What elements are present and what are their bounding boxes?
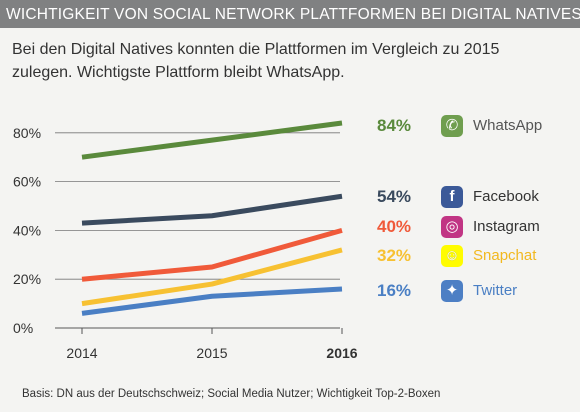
y-tick-label: 60% — [13, 174, 41, 190]
source-note: Basis: DN aus der Deutschschweiz; Social… — [22, 388, 441, 400]
legend-label: WhatsApp — [473, 117, 543, 134]
series-value-label: 40% — [377, 217, 412, 236]
x-tick-label: 2016 — [326, 345, 357, 361]
legend-label: Snapchat — [473, 247, 537, 264]
series-value-label: 16% — [377, 281, 412, 300]
series-line-twitter — [81, 286, 343, 316]
series-line-whatsapp — [81, 120, 343, 160]
series-value-label: 54% — [377, 187, 412, 206]
y-tick-label: 40% — [13, 222, 41, 238]
series-value-label: 84% — [377, 116, 412, 135]
header-bar: WICHTIGKEIT VON SOCIAL NETWORK PLATTFORM… — [0, 0, 580, 28]
x-tick-label: 2015 — [196, 345, 227, 361]
y-tick-label: 80% — [13, 125, 41, 141]
whatsapp-icon: ✆ — [441, 115, 463, 137]
y-tick-label: 0% — [13, 320, 33, 336]
chart-title: WICHTIGKEIT VON SOCIAL NETWORK PLATTFORM… — [6, 6, 580, 23]
legend-label: Instagram — [473, 218, 540, 235]
twitter-icon: ✦ — [441, 280, 463, 302]
series-line-snapchat — [81, 247, 343, 307]
chart-subtitle: Bei den Digital Natives konnten die Plat… — [12, 41, 500, 81]
instagram-icon: ◎ — [441, 216, 463, 238]
legend-label: Twitter — [473, 282, 518, 299]
series-line-instagram — [81, 227, 343, 282]
snapchat-icon: ☺ — [441, 245, 463, 267]
legend-label: Facebook — [473, 188, 539, 205]
x-tick-label: 2014 — [66, 345, 97, 361]
series-line-facebook — [81, 193, 343, 226]
y-tick-label: 20% — [13, 271, 41, 287]
facebook-icon: f — [441, 186, 463, 208]
series-value-label: 32% — [377, 246, 412, 265]
